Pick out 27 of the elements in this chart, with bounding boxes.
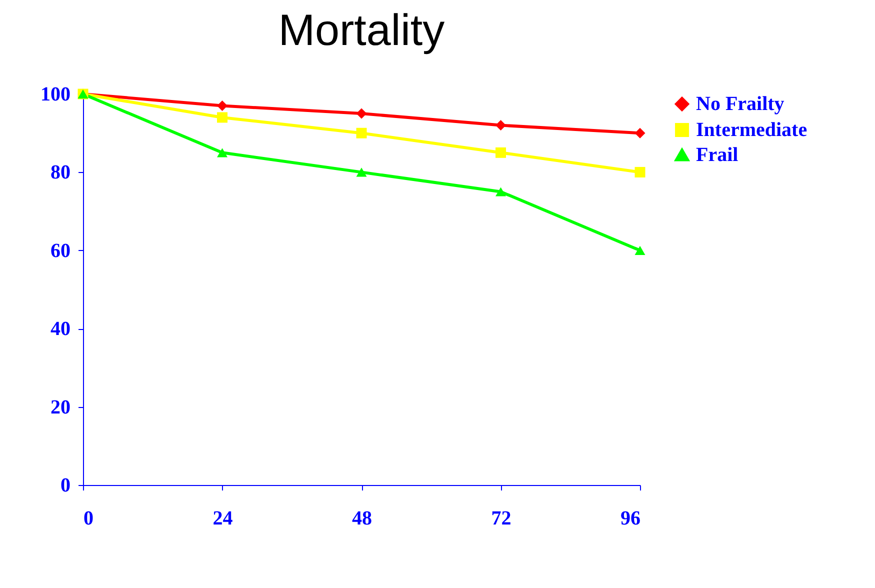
y-tick-label: 100 — [40, 84, 70, 106]
legend-label: Intermediate — [696, 119, 808, 141]
x-tick-label: 96 — [620, 508, 640, 530]
legend-label: No Frailty — [696, 93, 784, 115]
x-tick-label: 24 — [212, 508, 233, 530]
point — [496, 120, 506, 131]
y-tick-label: 20 — [50, 396, 70, 418]
y-tick-label: 40 — [50, 318, 70, 340]
point — [496, 187, 506, 196]
legend-label: Frail — [696, 144, 739, 166]
y-tick-label: 60 — [50, 240, 70, 262]
point — [634, 166, 646, 178]
y-tick-label: 80 — [50, 162, 70, 184]
x-tick-label: 48 — [352, 508, 372, 530]
point — [356, 108, 367, 119]
chart-title: Mortality — [278, 6, 445, 55]
x-tick-label: 0 — [84, 508, 94, 530]
point — [217, 100, 228, 111]
point — [217, 112, 228, 123]
point — [496, 147, 506, 158]
point — [356, 168, 367, 177]
point — [356, 128, 367, 138]
point — [217, 148, 228, 158]
y-tick-label: 0 — [60, 474, 70, 496]
x-tick-label: 72 — [491, 508, 512, 530]
point — [634, 128, 646, 138]
point — [634, 246, 646, 255]
